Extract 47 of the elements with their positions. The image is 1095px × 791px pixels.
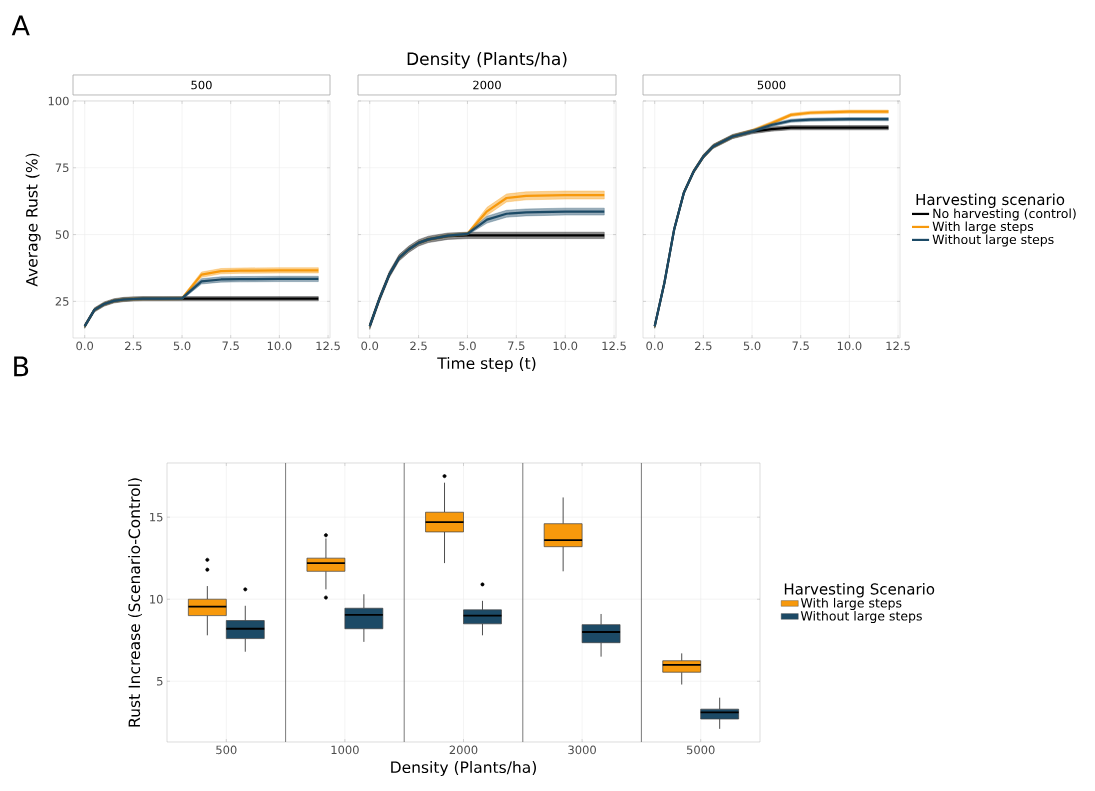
legend-title: Harvesting scenario <box>916 193 1065 209</box>
x-tick-label: 500 <box>216 745 237 755</box>
y-axis-title: Average Rust (%) <box>25 153 41 287</box>
x-tick-label: 5.0 <box>173 341 191 351</box>
x-tick-label: 0.0 <box>646 341 664 351</box>
x-tick-label: 0.0 <box>361 341 379 351</box>
y-tick-label: 75 <box>55 163 69 173</box>
y-tick-label: 15 <box>150 512 163 522</box>
x-tick-label: 2.5 <box>410 341 427 351</box>
x-tick-label: 1000 <box>331 745 359 755</box>
y-tick-label: 10 <box>150 594 163 604</box>
x-tick-label: 2.5 <box>125 341 142 351</box>
y-tick-label: 25 <box>55 297 69 306</box>
legend-label: Without large steps <box>800 610 922 624</box>
legend-label: With large steps <box>800 597 902 611</box>
x-tick-label: 5.0 <box>743 341 761 351</box>
x-tick-label: 10.0 <box>837 341 862 351</box>
x-axis-title: Time step (t) <box>437 357 536 373</box>
x-tick-label: 7.5 <box>222 341 239 351</box>
x-axis-title: Density (Plants/ha) <box>391 761 536 777</box>
x-tick-label: 12.5 <box>886 341 910 351</box>
legend-label: Without large steps <box>932 234 1054 247</box>
y-axis-title: Rust Increase (Scenario-Control) <box>128 478 142 727</box>
text: B <box>14 356 29 377</box>
x-tick-label: 2.5 <box>695 341 712 351</box>
y-tick-label: 100 <box>48 96 69 106</box>
legend-label: No harvesting (control) <box>933 208 1076 221</box>
chart-title: 500 <box>191 80 212 90</box>
x-tick-label: 5.0 <box>459 341 476 351</box>
x-tick-label: 5000 <box>686 745 715 755</box>
x-tick-label: 12.5 <box>602 341 626 351</box>
x-tick-label: 12.5 <box>316 341 340 351</box>
x-tick-label: 10.0 <box>553 341 578 351</box>
x-tick-label: 7.5 <box>792 341 809 351</box>
y-tick-label: 50 <box>55 230 69 239</box>
legend-title: Harvesting Scenario <box>784 583 935 598</box>
x-tick-label: 0.0 <box>76 341 94 351</box>
text: Density (Plants/ha) <box>407 51 567 69</box>
y-tick-label: 5 <box>157 677 163 686</box>
text: A <box>11 15 30 36</box>
x-tick-label: 3000 <box>568 745 596 755</box>
x-tick-label: 10.0 <box>267 341 292 351</box>
chart-title: 5000 <box>757 80 786 90</box>
chart-title: 2000 <box>473 80 501 90</box>
x-tick-label: 2000 <box>449 745 478 755</box>
x-tick-label: 7.5 <box>508 341 525 351</box>
legend-label: With large steps <box>932 221 1034 234</box>
